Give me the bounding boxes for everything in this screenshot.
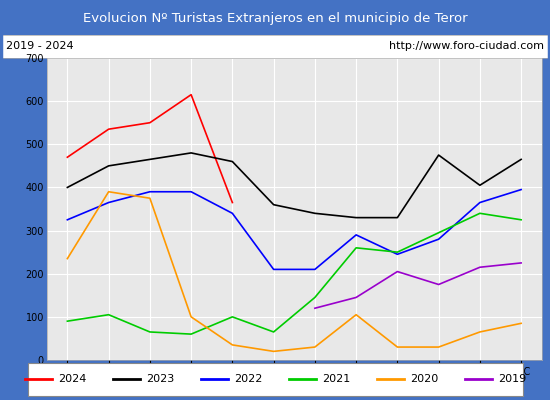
- 2020: [229, 342, 235, 347]
- 2020: [476, 330, 483, 334]
- 2024: [146, 120, 153, 125]
- 2021: [229, 314, 235, 319]
- 2021: [271, 330, 277, 334]
- 2022: [106, 200, 112, 205]
- Text: Evolucion Nº Turistas Extranjeros en el municipio de Teror: Evolucion Nº Turistas Extranjeros en el …: [82, 12, 468, 25]
- 2022: [518, 187, 525, 192]
- 2022: [394, 252, 400, 257]
- 2023: [311, 211, 318, 216]
- Line: 2024: 2024: [67, 95, 232, 202]
- 2019: [476, 265, 483, 270]
- 2021: [436, 230, 442, 235]
- 2020: [394, 345, 400, 350]
- 2021: [64, 319, 70, 324]
- Text: 2020: 2020: [410, 374, 438, 384]
- 2020: [271, 349, 277, 354]
- 2019: [394, 269, 400, 274]
- 2021: [394, 250, 400, 254]
- Line: 2020: 2020: [67, 192, 521, 351]
- Text: 2019: 2019: [498, 374, 526, 384]
- 2021: [188, 332, 195, 336]
- 2023: [146, 157, 153, 162]
- 2023: [188, 150, 195, 155]
- Text: 2022: 2022: [234, 374, 262, 384]
- 2024: [106, 127, 112, 132]
- 2023: [518, 157, 525, 162]
- 2023: [64, 185, 70, 190]
- Text: http://www.foro-ciudad.com: http://www.foro-ciudad.com: [389, 41, 544, 51]
- Line: 2021: 2021: [67, 213, 521, 334]
- 2022: [436, 237, 442, 242]
- Text: 2023: 2023: [146, 374, 174, 384]
- 2021: [106, 312, 112, 317]
- 2020: [106, 189, 112, 194]
- 2020: [146, 196, 153, 201]
- 2019: [311, 306, 318, 311]
- 2019: [518, 260, 525, 265]
- 2020: [353, 312, 360, 317]
- 2022: [188, 189, 195, 194]
- 2023: [353, 215, 360, 220]
- 2022: [64, 217, 70, 222]
- 2024: [188, 92, 195, 97]
- Text: 2021: 2021: [322, 374, 350, 384]
- Line: 2019: 2019: [315, 263, 521, 308]
- 2022: [353, 232, 360, 237]
- 2023: [271, 202, 277, 207]
- 2023: [436, 153, 442, 158]
- 2021: [518, 217, 525, 222]
- 2021: [476, 211, 483, 216]
- 2019: [436, 282, 442, 287]
- 2022: [229, 211, 235, 216]
- 2022: [311, 267, 318, 272]
- 2023: [394, 215, 400, 220]
- 2023: [106, 164, 112, 168]
- Text: 2024: 2024: [58, 374, 86, 384]
- FancyBboxPatch shape: [28, 363, 522, 396]
- 2020: [311, 345, 318, 350]
- 2021: [146, 330, 153, 334]
- 2024: [229, 200, 235, 205]
- 2019: [353, 295, 360, 300]
- 2022: [271, 267, 277, 272]
- Text: 2019 - 2024: 2019 - 2024: [6, 41, 73, 51]
- 2020: [518, 321, 525, 326]
- 2023: [476, 183, 483, 188]
- 2022: [476, 200, 483, 205]
- Line: 2022: 2022: [67, 190, 521, 270]
- 2024: [64, 155, 70, 160]
- 2020: [188, 314, 195, 319]
- 2020: [64, 256, 70, 261]
- 2021: [353, 246, 360, 250]
- 2023: [229, 159, 235, 164]
- 2020: [436, 345, 442, 350]
- 2021: [311, 295, 318, 300]
- 2022: [146, 189, 153, 194]
- Line: 2023: 2023: [67, 153, 521, 218]
